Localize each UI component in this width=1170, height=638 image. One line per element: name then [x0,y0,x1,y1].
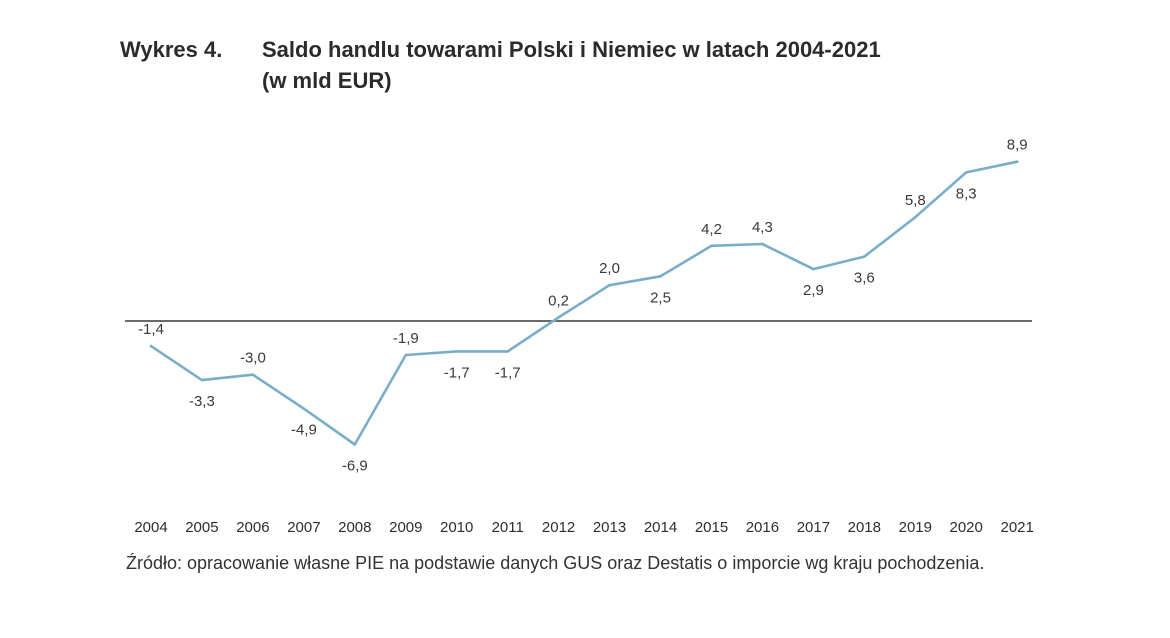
figure-title: Saldo handlu towarami Polski i Niemiec w… [262,37,881,62]
data-label: 0,2 [548,292,569,309]
data-point [251,373,255,377]
data-label: -1,4 [138,321,164,338]
figure-label: Wykres 4. [120,37,223,62]
data-point [914,215,917,219]
line-chart: -1,4 -3,3 -3,0 -4,9 -6,9 -1,9 -1,7 -1,7 0,2 2,0 2,… [125,137,1034,536]
x-tick-label: 2016 [746,519,779,536]
x-tick-label: 2007 [287,519,320,536]
data-point [659,275,662,278]
x-tick-label: 2014 [644,519,677,536]
data-point [863,255,866,258]
x-tick-label: 2005 [185,519,218,536]
data-label: 2,0 [599,260,620,277]
data-label: 2,5 [650,289,671,306]
data-point [506,350,510,353]
series-layer [149,160,1019,446]
data-point [710,244,713,248]
figure-unit: (w mld EUR) [262,68,392,93]
data-label-layer: -1,4 -3,3 -3,0 -4,9 -6,9 -1,9 -1,7 -1,7 0,2 2,0 2,… [138,137,1028,475]
series-line [149,160,1019,446]
data-label: 5,8 [905,192,926,209]
data-point [455,350,459,353]
x-tick-label: 2015 [695,519,728,536]
data-point [812,267,815,271]
x-tick-label: 2017 [797,519,830,536]
data-label: 8,9 [1007,137,1028,154]
data-point [964,171,968,174]
x-tick-label: 2019 [899,519,932,536]
data-label: 2,9 [803,282,824,299]
data-point [608,283,611,287]
x-tick-label: 2012 [542,519,575,536]
data-label: 3,6 [854,270,875,287]
x-tick-label: 2009 [389,519,422,536]
chart-title-line-2: (w mld EUR) [120,65,1080,96]
data-point [404,353,408,357]
data-label: 8,3 [956,185,977,202]
data-point [302,407,306,411]
data-label: 4,3 [752,219,773,236]
x-tick-label: 2008 [338,519,371,536]
x-tick-label: 2013 [593,519,626,536]
x-tick-layer: 2004 2005 2006 2007 2008 2009 2010 2011 2012 2013… [134,519,1034,536]
x-tick-label: 2018 [848,519,881,536]
data-label: -4,9 [291,422,317,439]
source-note: Źródło: opracowanie własne PIE na podsta… [126,553,985,573]
data-label: -3,3 [189,393,215,410]
data-label: 4,2 [701,221,722,238]
x-tick-label: 2006 [236,519,269,536]
data-point [557,316,560,319]
data-label: -3,0 [240,350,266,367]
x-tick-label: 2020 [950,519,983,536]
x-tick-label: 2011 [492,519,524,536]
chart-title-line-1: Wykres 4. Saldo handlu towarami Polski i… [120,34,1080,65]
data-point [761,242,764,246]
x-tick-label: 2010 [440,519,473,536]
data-point [200,378,204,382]
data-point [353,443,357,446]
data-label: -6,9 [342,458,368,475]
data-point [149,344,153,348]
chart-title: Wykres 4. Saldo handlu towarami Polski i… [120,34,1080,96]
x-tick-label: 2004 [134,519,167,536]
data-point [1015,160,1019,163]
x-tick-label: 2021 [1001,519,1034,536]
data-label: -1,7 [495,364,521,381]
data-label: -1,7 [444,364,470,381]
data-label: -1,9 [393,330,419,347]
